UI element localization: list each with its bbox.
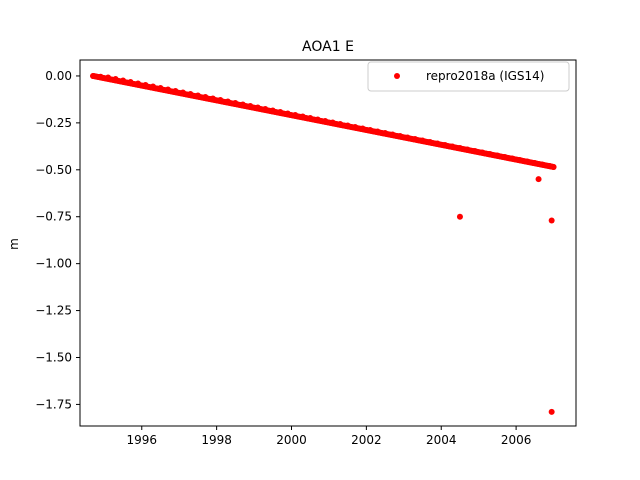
y-tick-label: 0.00 [45, 69, 72, 83]
data-point [427, 139, 434, 146]
data-point [224, 98, 231, 105]
data-point [127, 78, 134, 85]
data-point [329, 119, 336, 126]
data-point [516, 157, 523, 164]
data-point [284, 110, 291, 117]
x-tick-label: 2000 [276, 433, 307, 447]
data-point [419, 137, 426, 144]
data-point [352, 124, 359, 131]
data-point [464, 146, 471, 153]
data-point [434, 140, 441, 147]
data-point [179, 89, 186, 96]
data-point [217, 96, 224, 103]
data-point [314, 116, 321, 123]
data-point [90, 72, 97, 79]
data-point [97, 73, 104, 80]
data-point [449, 143, 456, 150]
data-point [479, 149, 486, 156]
data-point [359, 125, 366, 132]
data-point [269, 107, 276, 114]
data-point [494, 152, 501, 159]
data-point [112, 75, 119, 82]
legend: repro2018a (IGS14) [367, 61, 570, 92]
data-point [382, 130, 389, 137]
y-axis-label: m [7, 238, 21, 250]
data-point [209, 95, 216, 102]
data-point [194, 92, 201, 99]
data-point [367, 127, 374, 134]
data-point [135, 80, 142, 87]
data-point [524, 158, 531, 165]
data-point [441, 142, 448, 149]
data-point [531, 160, 538, 167]
x-tick-label: 2006 [501, 433, 532, 447]
data-point [232, 99, 239, 106]
data-point [509, 155, 516, 162]
data-point [404, 134, 411, 141]
data-point [337, 121, 344, 127]
data-point [471, 148, 478, 155]
y-tick-label: −0.50 [35, 163, 72, 177]
plot-frame [79, 59, 577, 427]
data-point [120, 77, 127, 84]
data-point [456, 145, 463, 152]
data-point [322, 118, 329, 124]
data-point [239, 101, 246, 108]
data-point [150, 83, 156, 90]
legend-marker [394, 73, 400, 79]
data-point [548, 408, 555, 415]
data-point [539, 161, 546, 168]
data-point [344, 122, 351, 129]
data-point [374, 128, 381, 135]
data-point [456, 213, 463, 220]
data-point [202, 93, 209, 100]
y-tick-label: −0.25 [35, 116, 72, 130]
data-point [397, 133, 404, 140]
x-tick-label: 1996 [126, 433, 157, 447]
y-tick-label: −0.75 [35, 210, 72, 224]
x-tick-label: 2002 [351, 433, 382, 447]
data-point [157, 84, 164, 91]
plot-layer [90, 72, 557, 415]
data-point [412, 136, 419, 143]
y-tick-label: −1.50 [35, 350, 72, 364]
legend-label: repro2018a (IGS14) [426, 69, 544, 83]
axes-layer: 1996 1998 2000 2002 2004 2006 0.00 −0.25 −0.50 −0… [35, 59, 577, 447]
y-tick-label: −1.75 [35, 397, 72, 411]
data-point [247, 102, 254, 109]
data-point [187, 90, 194, 97]
data-point [389, 131, 396, 138]
chart-title: AOA1 E [302, 39, 354, 55]
data-point [550, 163, 557, 170]
data-point [262, 105, 269, 112]
data-point [254, 104, 261, 111]
data-point [142, 81, 149, 88]
data-point [277, 108, 284, 115]
y-tick-label: −1.00 [35, 257, 72, 271]
data-point [307, 115, 314, 121]
data-point [172, 87, 179, 94]
data-point [501, 154, 508, 161]
x-tick-label: 2004 [426, 433, 457, 447]
legend-frame [367, 61, 570, 92]
data-point [299, 113, 306, 120]
data-point [548, 217, 555, 224]
data-point [292, 111, 299, 118]
y-tick-label: −1.25 [35, 304, 72, 318]
data-point [486, 151, 493, 158]
x-tick-label: 1998 [201, 433, 232, 447]
data-point [105, 74, 112, 81]
data-point [535, 176, 542, 183]
data-point [164, 86, 171, 93]
